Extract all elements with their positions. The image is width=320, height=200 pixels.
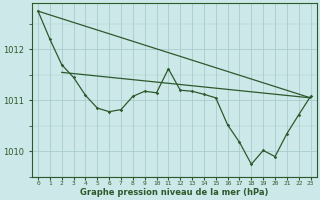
- X-axis label: Graphe pression niveau de la mer (hPa): Graphe pression niveau de la mer (hPa): [80, 188, 268, 197]
